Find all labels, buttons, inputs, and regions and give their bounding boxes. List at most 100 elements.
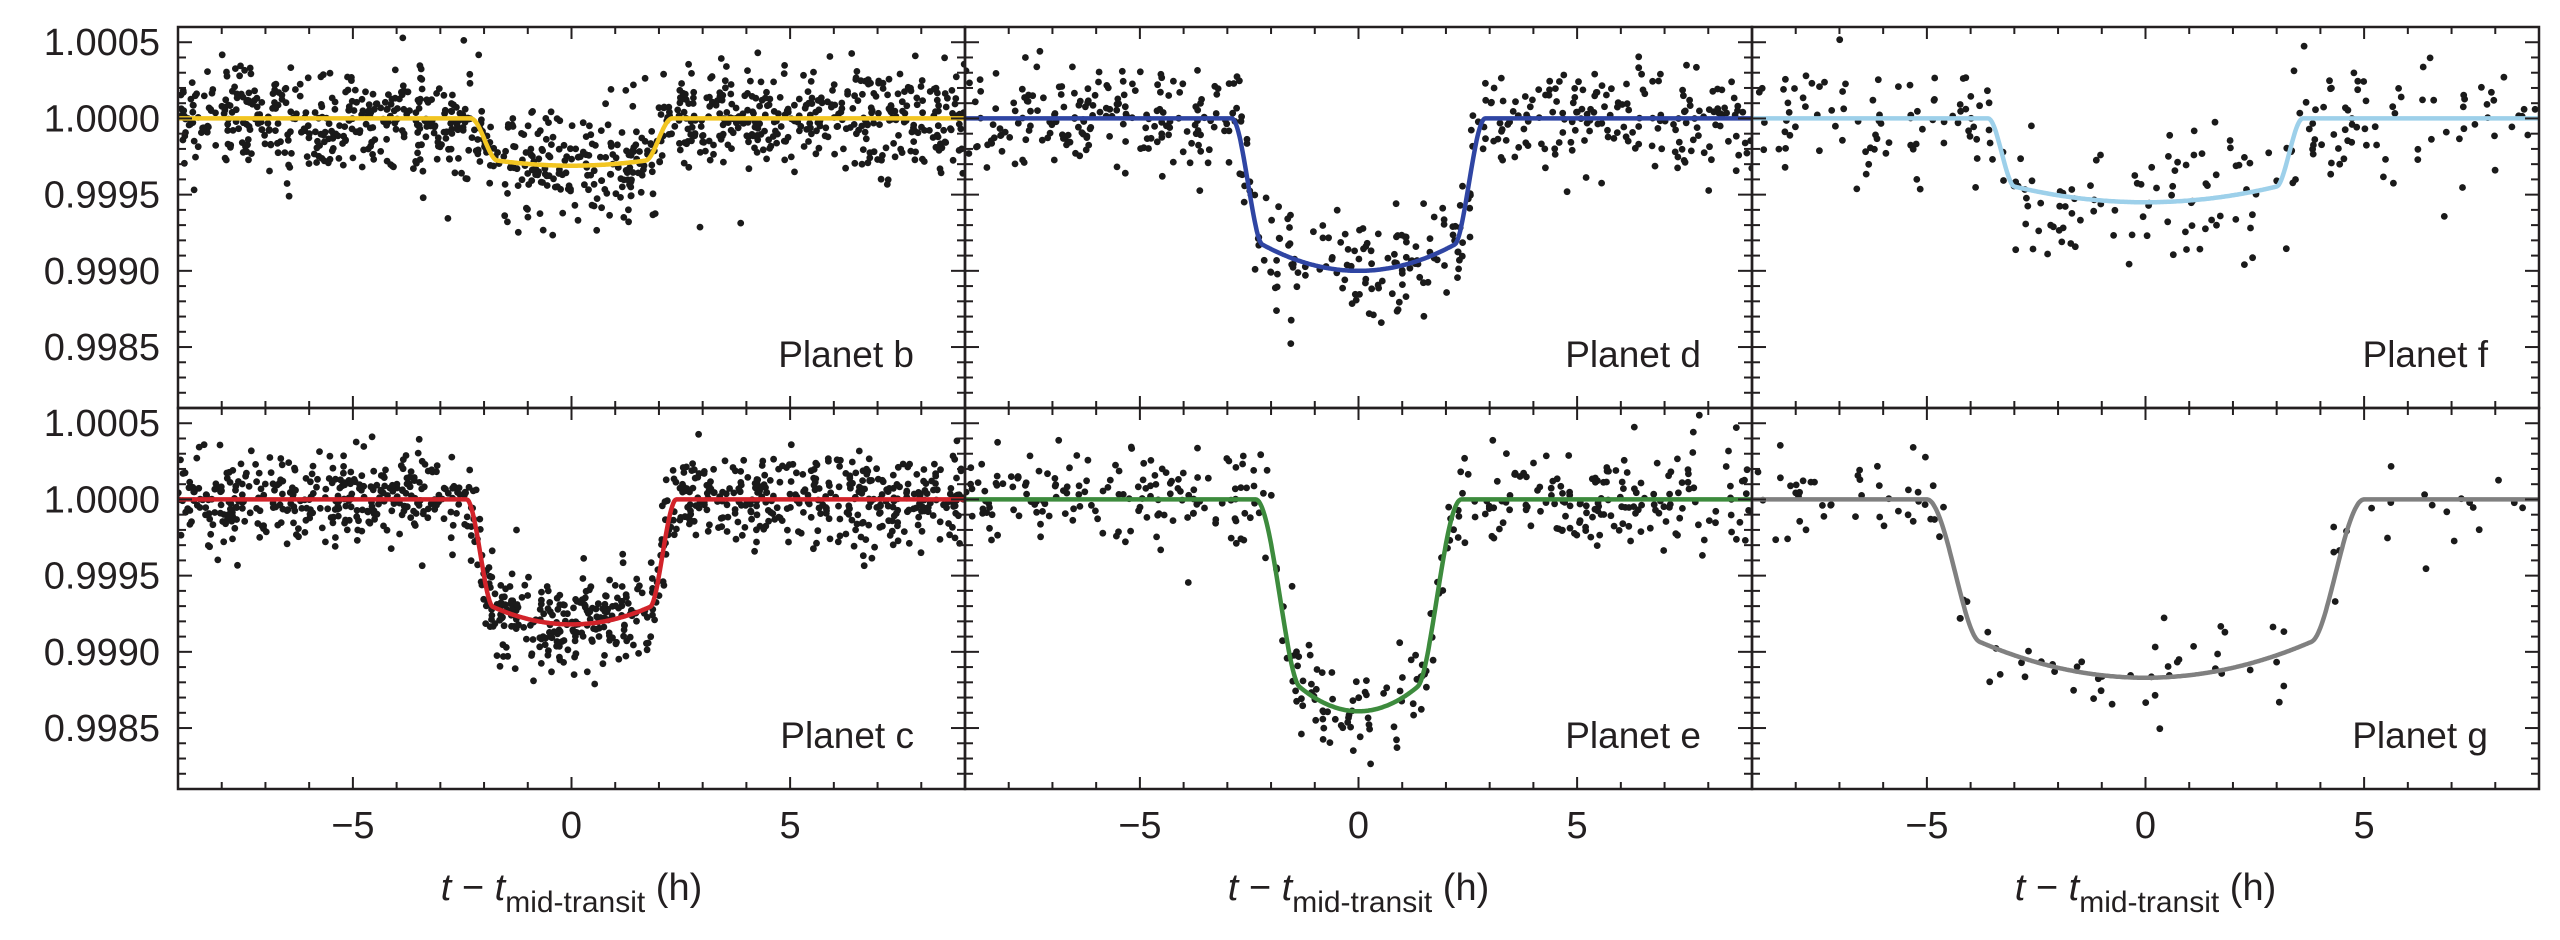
data-point	[307, 478, 314, 486]
data-point	[1157, 70, 1165, 78]
data-point	[1072, 149, 1079, 157]
data-point	[808, 100, 816, 107]
data-point	[287, 500, 295, 507]
data-point	[1157, 546, 1165, 554]
data-point	[396, 530, 403, 538]
data-point	[1741, 476, 1748, 484]
data-point	[1319, 736, 1327, 743]
data-point	[1648, 142, 1656, 150]
data-point	[388, 95, 396, 103]
data-point	[992, 70, 1000, 77]
data-point	[864, 467, 872, 475]
data-point	[1384, 254, 1392, 262]
data-point	[1075, 123, 1082, 131]
data-point	[496, 616, 503, 624]
data-point	[224, 120, 232, 128]
data-point	[547, 108, 555, 116]
data-point	[1785, 109, 1793, 116]
data-point	[1499, 97, 1507, 105]
data-point	[816, 122, 824, 130]
panel-label: Planet e	[1565, 715, 1701, 756]
data-point	[1165, 92, 1173, 99]
data-point	[1527, 522, 1535, 530]
data-point	[527, 145, 535, 153]
data-point	[1194, 444, 1201, 452]
data-point	[1620, 123, 1628, 131]
data-point	[419, 194, 427, 202]
data-point	[1089, 102, 1097, 109]
data-point	[599, 660, 607, 668]
data-point	[756, 102, 763, 110]
data-point	[732, 104, 740, 112]
data-point	[1457, 468, 1465, 476]
data-point	[1914, 488, 1922, 496]
data-point	[648, 161, 656, 169]
data-point	[1679, 505, 1686, 512]
data-point	[760, 525, 768, 533]
data-point	[2221, 628, 2229, 636]
data-point	[1341, 276, 1349, 284]
data-point	[870, 90, 878, 97]
data-point	[410, 165, 417, 173]
data-point	[842, 470, 850, 477]
data-point	[1858, 492, 1865, 499]
data-point	[1582, 502, 1590, 510]
data-point	[513, 526, 520, 534]
data-point	[1113, 163, 1121, 171]
data-point	[1921, 501, 1929, 508]
panel-planet-d: Planet d	[963, 25, 1754, 410]
data-point	[710, 489, 718, 497]
data-point	[598, 204, 605, 212]
data-point	[810, 481, 818, 489]
data-point	[325, 120, 333, 127]
data-point	[247, 447, 255, 455]
data-point	[1542, 164, 1549, 172]
data-point	[549, 231, 557, 239]
data-point	[1325, 234, 1332, 242]
data-point	[486, 179, 494, 187]
data-point	[791, 168, 798, 176]
data-point	[949, 156, 957, 164]
data-point	[983, 164, 991, 171]
data-point	[1459, 489, 1466, 497]
data-point	[620, 214, 628, 221]
data-point	[947, 485, 955, 492]
data-point	[231, 524, 239, 532]
data-point	[272, 105, 279, 112]
data-point	[217, 501, 225, 509]
data-point	[1666, 501, 1674, 508]
data-point	[992, 479, 1000, 487]
data-point	[593, 195, 601, 203]
data-point	[724, 513, 732, 521]
data-point	[1201, 504, 1208, 512]
data-point	[1040, 94, 1047, 102]
data-point	[2469, 504, 2477, 511]
data-point	[200, 441, 208, 449]
data-point	[2328, 159, 2335, 167]
data-point	[181, 469, 189, 477]
data-point	[1732, 132, 1740, 140]
data-point	[2384, 534, 2391, 542]
data-point	[214, 556, 222, 564]
data-point	[545, 647, 552, 655]
data-point	[2235, 161, 2243, 169]
data-point	[1598, 82, 1606, 89]
data-point	[1294, 662, 1301, 670]
data-point	[1551, 151, 1559, 158]
data-point	[1273, 307, 1280, 314]
data-point	[1010, 506, 1017, 514]
data-point	[1956, 101, 1964, 108]
data-point	[843, 509, 851, 516]
data-point	[1526, 103, 1534, 111]
data-point	[1170, 77, 1177, 85]
data-point	[525, 573, 532, 581]
data-point	[1610, 135, 1618, 142]
data-point	[895, 132, 902, 139]
data-point	[1587, 533, 1595, 541]
data-point	[810, 68, 817, 76]
data-point	[2196, 245, 2204, 253]
data-point	[1099, 487, 1107, 495]
data-point	[291, 464, 298, 472]
data-point	[2077, 216, 2084, 224]
data-point	[1989, 156, 1996, 163]
